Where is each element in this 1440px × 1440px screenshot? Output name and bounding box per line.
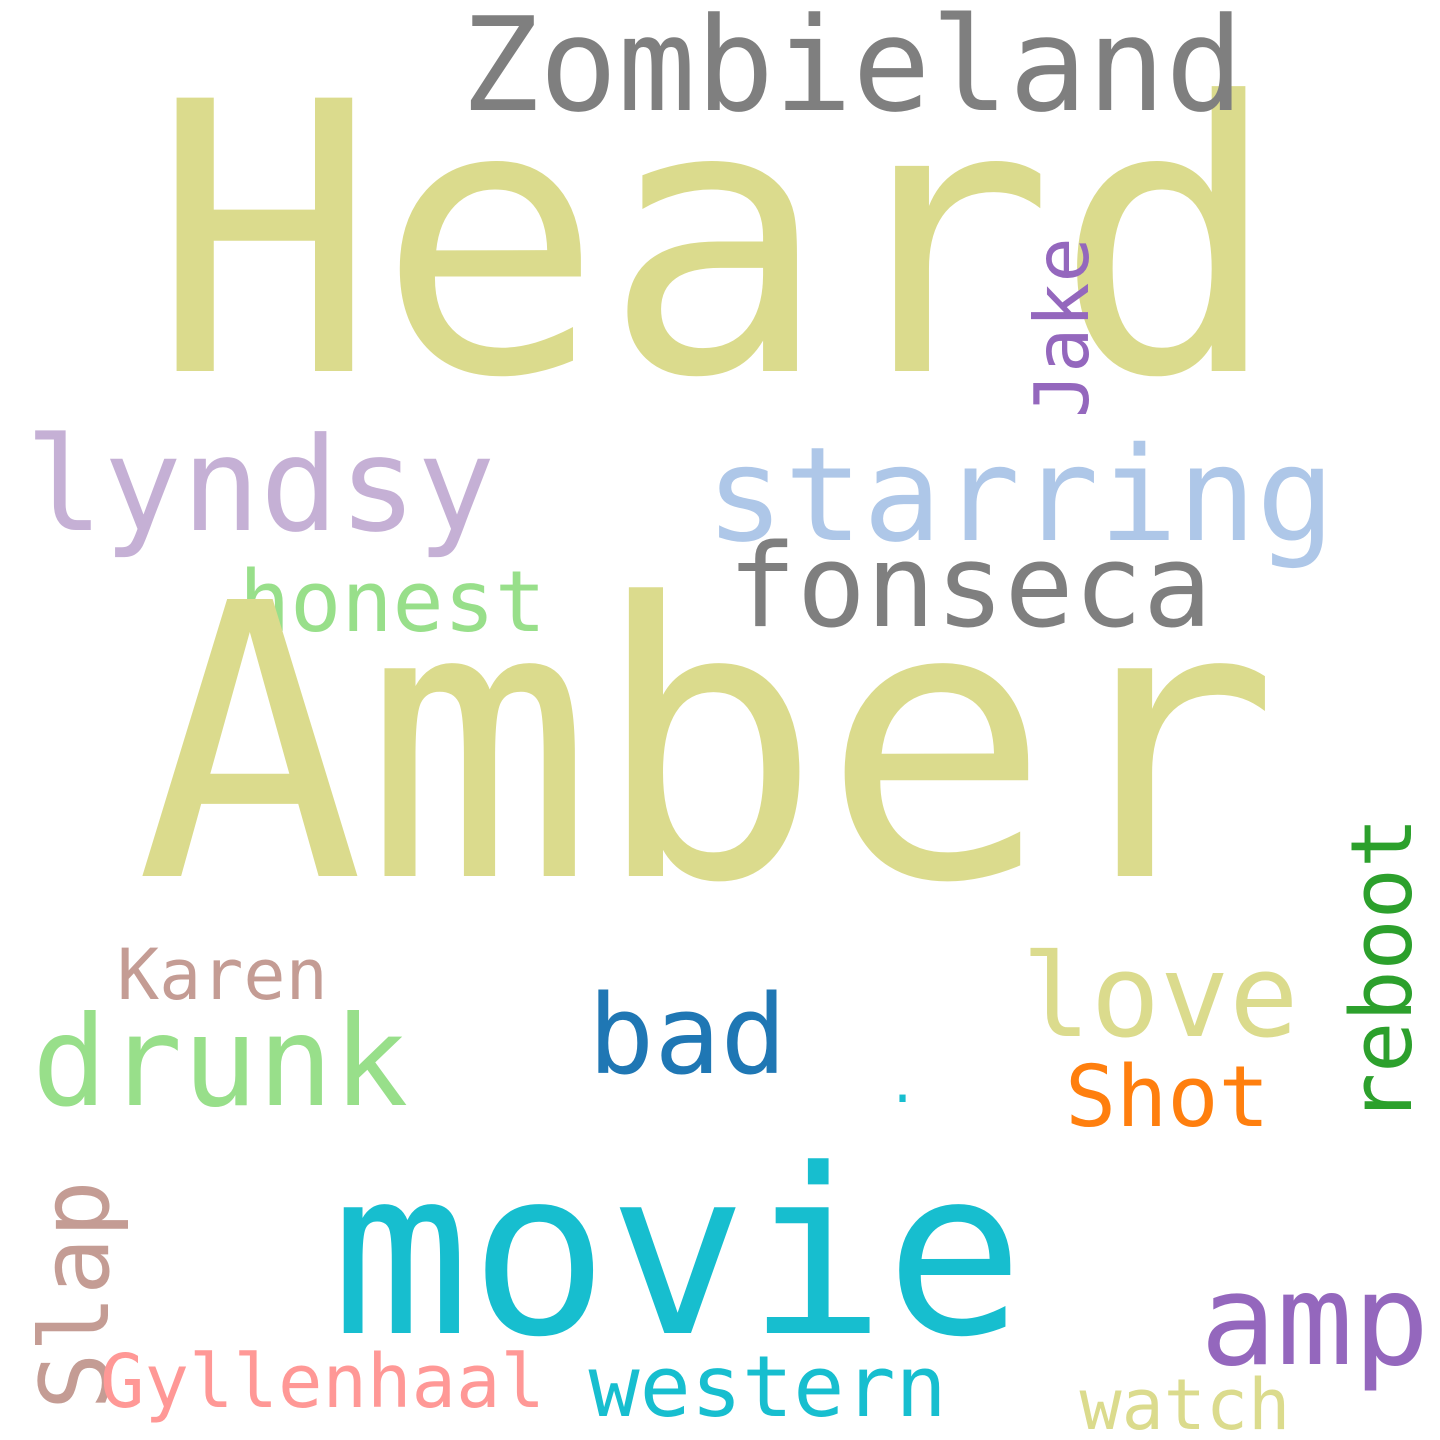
word-gyllenhaal: Gyllenhaal [100, 1338, 545, 1425]
word-karen: Karen [117, 934, 328, 1016]
word-amber: Amber [135, 523, 1280, 966]
word-amp: amp [1200, 1245, 1430, 1394]
word-lyndsy: lyndsy [25, 409, 496, 561]
word-movie: movie [331, 1121, 1024, 1388]
word-bad: bad [588, 971, 787, 1099]
word-fonseca: fonseca [727, 520, 1213, 654]
word-honest: honest [239, 553, 547, 652]
word-love: love [1021, 930, 1299, 1064]
word-shot: Shot [1065, 1048, 1270, 1147]
word-jake: Jake [1018, 237, 1106, 418]
word-starring: starring [705, 418, 1335, 571]
word-period: . [887, 1056, 918, 1114]
word-reboot: reboot [1333, 816, 1432, 1124]
word-watch: watch [1079, 1364, 1291, 1440]
word-drunk: drunk [32, 990, 409, 1135]
word-western: western [588, 1338, 947, 1437]
word-zombieland: Zombieland [461, 0, 1244, 141]
word-heard: Heard [151, 24, 1281, 460]
